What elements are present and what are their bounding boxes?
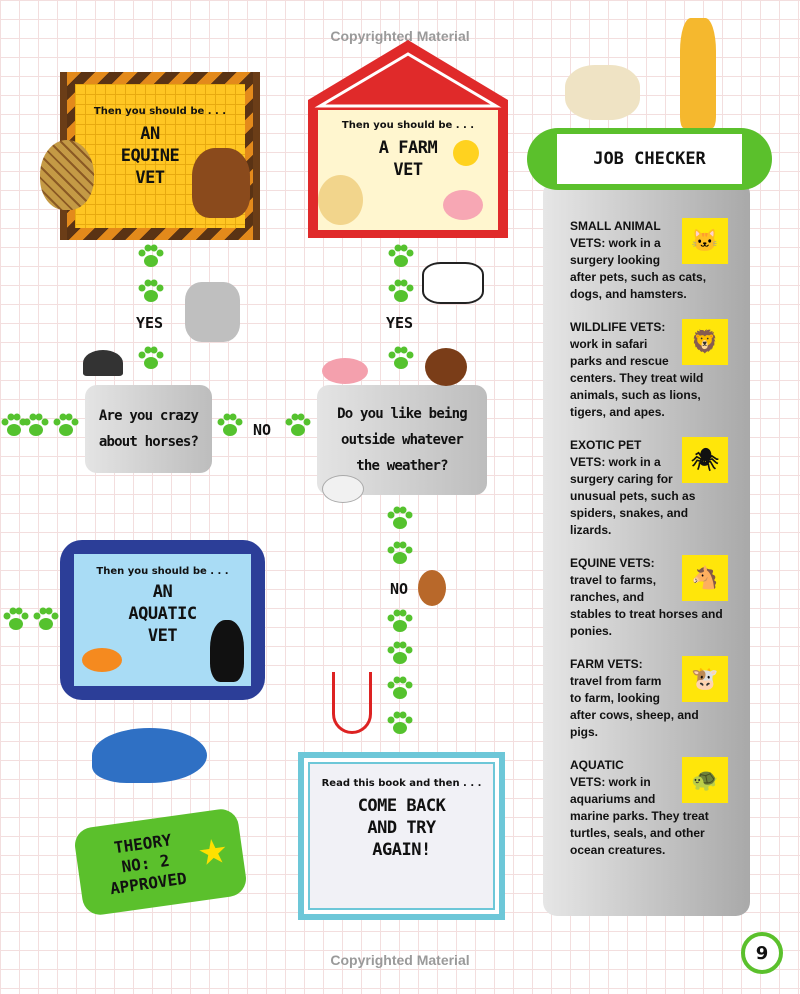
page-number: 9 xyxy=(741,932,783,974)
spider-icon: 🕷 xyxy=(682,437,728,483)
yes-label-right: YES xyxy=(386,314,414,332)
no-label-bottom: NO xyxy=(390,580,409,598)
paw-print-icon xyxy=(387,541,413,564)
paw-print-icon xyxy=(388,244,414,267)
pig-icon xyxy=(443,190,483,220)
job-entry: 🐢 AQUATIC VETS: work in aquariums and mari… xyxy=(570,757,728,859)
paw-print-icon xyxy=(138,346,164,369)
cow-icon xyxy=(422,262,484,304)
paw-print-icon xyxy=(23,413,49,436)
job-entry-text: VETS: work in a surgery caring for unusu… xyxy=(570,455,696,537)
horse-icon: 🐴 xyxy=(682,555,728,601)
leopard-icon xyxy=(565,65,640,120)
horse-head-icon xyxy=(192,148,250,218)
riding-helmet-icon xyxy=(83,350,123,376)
job-checker-header: JOB CHECKER xyxy=(527,128,772,190)
equine-title-2: EQUINE xyxy=(120,146,180,166)
q2-line3: the weather? xyxy=(356,458,448,474)
yes-label-left: YES xyxy=(136,314,164,332)
paw-print-icon xyxy=(387,676,413,699)
penguin-icon xyxy=(210,620,244,682)
job-entry: 🐴 EQUINE VETS: travel to farms, ranches, a… xyxy=(570,555,728,640)
paw-print-icon xyxy=(3,607,29,630)
job-entry-text: travel to farms, ranches, and stables to… xyxy=(570,573,723,638)
q2-line2: outside whatever xyxy=(340,432,464,448)
whale-icon xyxy=(92,728,207,783)
equine-title-1: AN xyxy=(140,124,160,144)
theory-approved-badge: THEORY NO: 2 APPROVED ★ xyxy=(72,806,249,918)
job-checker-panel: 🐱 SMALL ANIMAL VETS: work in a surgery loo… xyxy=(543,180,750,916)
paw-print-icon xyxy=(387,711,413,734)
paw-print-icon xyxy=(387,506,413,529)
aquatic-title-3: VET xyxy=(147,626,178,646)
job-entry: 🦁 WILDLIFE VETS: work in safari parks and … xyxy=(570,319,728,421)
hen-icon xyxy=(318,175,363,225)
fish-icon xyxy=(82,648,122,672)
job-entry-head: EXOTIC PET xyxy=(570,438,642,452)
paw-print-icon xyxy=(1,413,27,436)
cat-icon: 🐱 xyxy=(682,218,728,264)
job-entry-text: VETS: work in aquariums and marine parks… xyxy=(570,775,709,857)
turtle-icon: 🐢 xyxy=(682,757,728,803)
no-label-middle: NO xyxy=(253,421,272,439)
copyright-bottom: Copyrighted Material xyxy=(330,952,470,968)
vet-with-horse-icon xyxy=(185,282,240,342)
paw-print-icon xyxy=(33,607,59,630)
copyright-top: Copyrighted Material xyxy=(330,28,470,44)
paw-print-icon xyxy=(387,609,413,632)
farm-title-2: VET xyxy=(393,160,423,180)
come-back-pre: Read this book and then . . . xyxy=(321,778,482,789)
paw-print-icon xyxy=(285,413,311,436)
q1-line1: Are you crazy xyxy=(98,408,199,424)
job-entry-text: work in safari parks and rescue centers.… xyxy=(570,337,704,419)
job-entry: 🐱 SMALL ANIMAL VETS: work in a surgery loo… xyxy=(570,218,728,303)
pig-small-icon xyxy=(322,358,368,384)
farm-title-1: A FARM xyxy=(378,138,438,158)
equine-pre: Then you should be . . . xyxy=(93,106,227,117)
star-icon: ★ xyxy=(195,830,231,875)
paw-print-icon xyxy=(388,279,414,302)
come-back-2: AND TRY xyxy=(367,818,436,838)
q1-line2: about horses? xyxy=(98,434,199,450)
hay-net-icon xyxy=(40,140,94,210)
paw-print-icon xyxy=(53,413,79,436)
paw-print-icon xyxy=(388,346,414,369)
job-entry: 🕷 EXOTIC PET VETS: work in a surgery carin… xyxy=(570,437,728,539)
sun-icon xyxy=(453,140,479,166)
equine-title-3: VET xyxy=(135,168,165,188)
sheep-icon xyxy=(322,475,364,503)
job-entry-head: WILDLIFE VETS: xyxy=(570,320,666,334)
paw-print-icon xyxy=(217,413,243,436)
job-entry-head: AQUATIC xyxy=(570,758,624,772)
monkey-icon xyxy=(418,570,446,606)
farm-vet-barn: Then you should be . . . A FARM VET xyxy=(308,40,508,240)
question-horses: Are you crazy about horses? xyxy=(85,385,212,473)
job-entry-text: VETS: work in a surgery looking after pe… xyxy=(570,236,707,301)
stethoscope-icon xyxy=(332,672,372,734)
farm-pre: Then you should be . . . xyxy=(341,120,475,131)
giraffe-icon xyxy=(680,18,716,128)
job-entry: 🐮 FARM VETS: travel from farm to farm, loo… xyxy=(570,656,728,741)
turkey-icon xyxy=(425,348,467,386)
job-entry-head: EQUINE VETS: xyxy=(570,556,655,570)
come-back-box: Read this book and then . . . COME BACK … xyxy=(298,752,505,920)
come-back-1: COME BACK xyxy=(357,796,446,816)
come-back-3: AGAIN! xyxy=(372,840,431,860)
aquatic-title-2: AQUATIC xyxy=(128,604,197,624)
job-entry-text: travel from farm to farm, looking after … xyxy=(570,674,699,739)
paw-print-icon xyxy=(387,641,413,664)
job-checker-title: JOB CHECKER xyxy=(557,134,742,184)
aquatic-title-1: AN xyxy=(152,582,173,602)
job-entry-head: FARM VETS: xyxy=(570,657,643,671)
cow-icon: 🐮 xyxy=(682,656,728,702)
paw-print-icon xyxy=(138,279,164,302)
job-entry-head: SMALL ANIMAL xyxy=(570,219,661,233)
lion-icon: 🦁 xyxy=(682,319,728,365)
paw-print-icon xyxy=(138,244,164,267)
q2-line1: Do you like being xyxy=(337,406,468,422)
aquatic-pre: Then you should be . . . xyxy=(96,566,229,577)
